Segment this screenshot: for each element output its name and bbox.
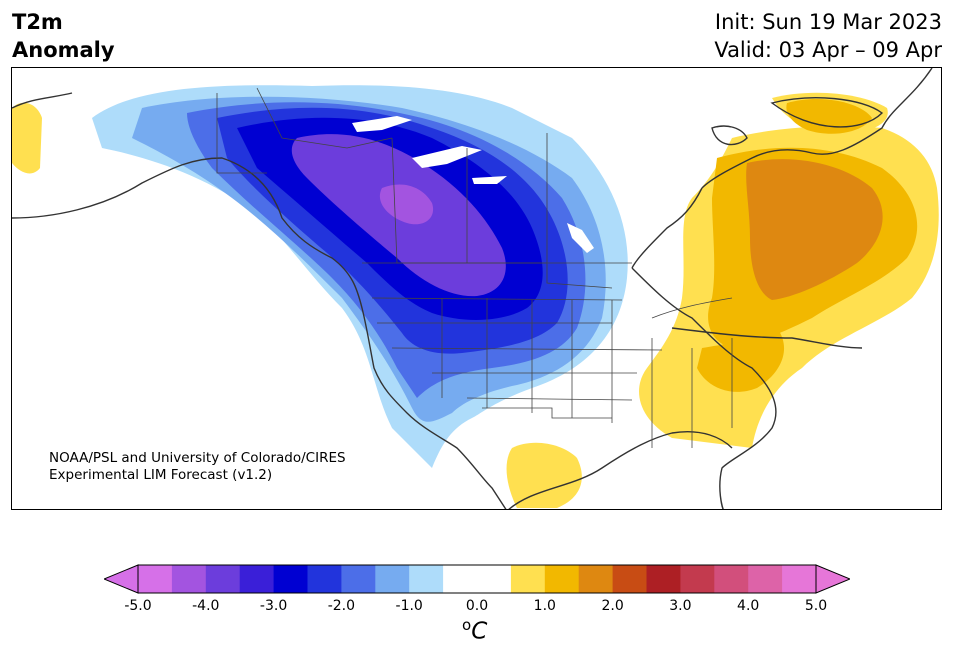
colorbar-tick-label: -1.0 — [395, 598, 423, 614]
colorbar-cell — [782, 565, 817, 593]
colorbar-tick-label: 4.0 — [737, 598, 760, 614]
forecast-dates: Init: Sun 19 Mar 2023 Valid: 03 Apr – 09… — [714, 8, 942, 64]
title-variable: T2m — [12, 10, 63, 34]
colorbar-cell — [510, 565, 546, 593]
colorbar — [104, 564, 850, 594]
colorbar-tick-label: -5.0 — [124, 598, 152, 614]
unit-degree: o — [462, 616, 472, 634]
colorbar-cell — [273, 565, 308, 593]
colorbar-cell — [578, 565, 614, 593]
colorbar-extend-low — [104, 564, 139, 594]
masked-lakes — [352, 116, 594, 253]
colorbar-cell — [544, 565, 580, 593]
credit-line-1: NOAA/PSL and University of Colorado/CIRE… — [49, 450, 346, 466]
colorbar-tick-label: -2.0 — [327, 598, 356, 614]
colorbar-unit: oC — [462, 616, 487, 645]
colorbar-cell — [307, 565, 342, 593]
map-credit: NOAA/PSL and University of Colorado/CIRE… — [49, 450, 346, 484]
colorbar-cell — [612, 565, 647, 593]
title-quantity: Anomaly — [12, 38, 115, 62]
colorbar-cell — [748, 565, 783, 593]
colorbar-cell — [680, 565, 715, 593]
map-title: T2m Anomaly — [12, 8, 115, 64]
anomaly-map — [11, 67, 942, 510]
valid-range: Valid: 03 Apr – 09 Apr — [714, 38, 942, 62]
coastlines-borders — [12, 68, 933, 509]
colorbar-cell — [443, 565, 478, 593]
colorbar-cell — [138, 565, 173, 593]
colorbar-cell — [341, 565, 376, 593]
colorbar-tick-label: -4.0 — [192, 598, 220, 614]
colorbar-cell — [239, 565, 275, 593]
colorbar-cell — [171, 565, 207, 593]
colorbar-tick-labels: -5.0 -4.0 -3.0 -2.0 -1.0 0.0 1.0 2.0 3.0 4.0 5.0 — [0, 598, 953, 618]
credit-line-2: Experimental LIM Forecast (v1.2) — [49, 467, 273, 483]
colorbar-tick-label: -3.0 — [259, 598, 288, 614]
colorbar-cell — [205, 565, 241, 593]
unit-letter: C — [471, 618, 488, 645]
colorbar-cell — [714, 565, 749, 593]
colorbar-tick-label: 5.0 — [804, 598, 828, 614]
colorbar-extend-high — [815, 564, 850, 594]
colorbar-tick-label: 2.0 — [601, 598, 624, 614]
political-boundaries — [216, 87, 733, 448]
colorbar-cell — [646, 565, 681, 593]
colorbar-cell — [477, 565, 512, 593]
warm-anomaly-region — [12, 92, 939, 508]
colorbar-cells — [137, 564, 817, 594]
colorbar-tick-label: 3.0 — [669, 598, 692, 614]
colorbar-cell — [409, 565, 444, 593]
colorbar-cell — [375, 565, 410, 593]
init-date: Init: Sun 19 Mar 2023 — [714, 10, 942, 34]
colorbar-tick-label: 1.0 — [533, 598, 556, 614]
colorbar-tick-label: 0.0 — [465, 598, 489, 614]
map-canvas — [12, 68, 939, 509]
